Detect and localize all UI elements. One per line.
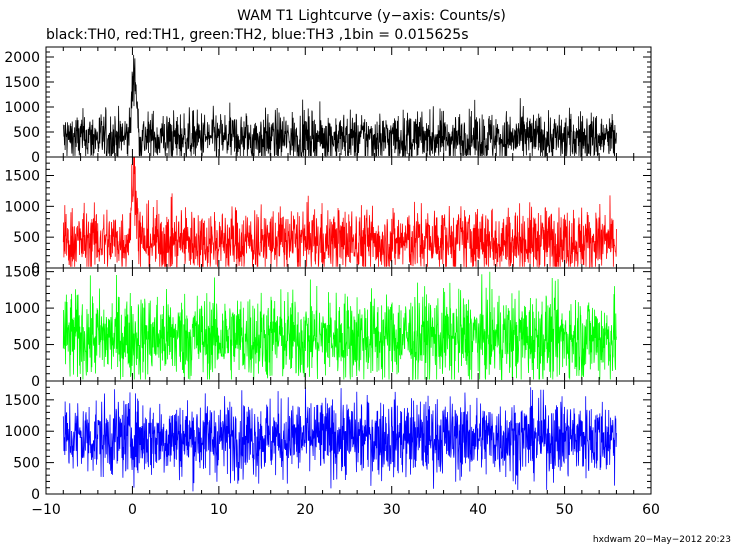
x-tick-label: −10 [31,502,61,518]
y-tick-label-th3: 1500 [4,393,40,409]
y-tick-label-th3: 500 [13,456,40,472]
y-tick-label-th1: 1500 [4,169,40,185]
x-tick-label: 20 [296,502,314,518]
y-tick-label-th0: 1000 [4,100,40,116]
x-tick-label: 30 [383,502,401,518]
series-th1 [62,156,617,269]
y-tick-label-th3: 1000 [4,424,40,440]
y-tick-label-th0: 1500 [4,75,40,91]
series-th2 [62,271,617,381]
y-tick-label-th1: 1000 [4,199,40,215]
x-tick-label: 50 [556,502,574,518]
series-th3 [62,387,617,492]
footer-stamp: hxdwam 20−May−2012 20:23 [592,535,731,545]
y-tick-label-th2: 500 [13,338,40,354]
chart-title: WAM T1 Lightcurve (y−axis: Counts/s) [237,8,506,24]
y-tick-label-th2: 0 [31,374,40,390]
y-tick-label-th2: 1000 [4,301,40,317]
y-tick-label-th1: 500 [13,230,40,246]
x-tick-label: 0 [128,502,137,518]
x-tick-label: 10 [210,502,228,518]
chart-subtitle: black:TH0, red:TH1, green:TH2, blue:TH3 … [46,27,469,43]
y-tick-label-th0: 0 [31,150,40,166]
series-th0 [62,54,617,158]
y-tick-label-th1: 0 [31,261,40,277]
x-tick-label: 60 [642,502,660,518]
y-tick-label-th3: 0 [31,487,40,503]
x-tick-label: 40 [469,502,487,518]
y-tick-label-th0: 500 [13,125,40,141]
y-tick-label-th0: 2000 [4,50,40,66]
y-tick-label-th2: 1500 [4,265,40,281]
